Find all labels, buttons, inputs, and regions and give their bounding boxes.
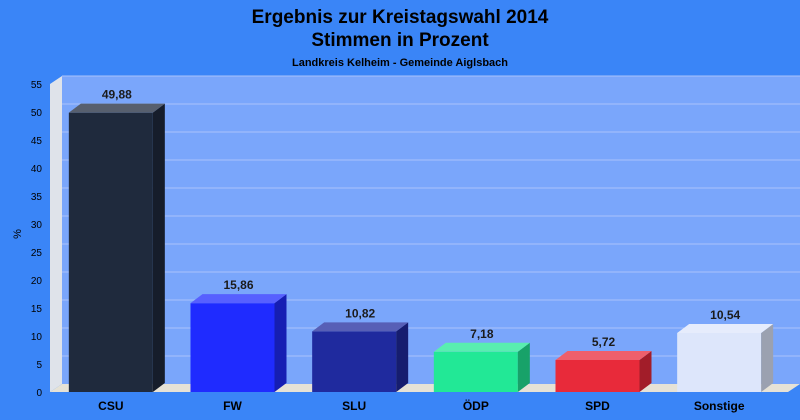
bar-side <box>517 342 530 392</box>
chart-title-line2: Stimmen in Prozent <box>311 30 489 51</box>
y-tick-label: 25 <box>31 248 43 259</box>
y-tick-label: 10 <box>31 332 43 343</box>
x-tick-label: CSU <box>98 399 123 413</box>
bar-ödp <box>433 342 530 392</box>
value-label: 10,54 <box>710 308 740 322</box>
y-tick-label: 0 <box>36 388 42 399</box>
bar-front <box>677 332 762 392</box>
value-label: 15,86 <box>223 278 253 292</box>
bar-spd <box>555 350 652 392</box>
bar-front <box>68 112 153 392</box>
value-label: 7,18 <box>470 327 494 341</box>
bar-front <box>312 331 397 392</box>
y-axis-label: % <box>12 229 24 239</box>
x-tick-label: ÖDP <box>463 398 489 413</box>
y-tick-label: 55 <box>31 80 43 91</box>
chart-title: Ergebnis zur Kreistagswahl 2014 <box>252 7 549 28</box>
bar-side <box>274 294 287 392</box>
x-tick-label: FW <box>223 399 242 413</box>
bar-side <box>639 350 652 392</box>
y-tick-label: 40 <box>31 164 43 175</box>
bar-sonstige <box>677 323 774 392</box>
y-tick-labels: 0 5 10 15 20 25 30 35 40 45 50 55 <box>31 80 43 399</box>
y-tick-label: 50 <box>31 108 43 119</box>
x-tick-label: Sonstige <box>694 399 745 413</box>
plot-back-wall <box>62 76 800 384</box>
bar-fw <box>190 294 287 392</box>
value-label: 49,88 <box>102 88 132 102</box>
chart-subtitle: Landkreis Kelheim - Gemeinde Aiglsbach <box>292 57 508 69</box>
bar-top <box>677 323 774 333</box>
x-tick-label: SPD <box>585 399 610 413</box>
x-tick-label: SLU <box>342 399 366 413</box>
y-tick-label: 35 <box>31 192 43 203</box>
bar-top <box>190 294 287 304</box>
bar-side <box>152 103 165 392</box>
y-tick-label: 45 <box>31 136 43 147</box>
bar-top <box>555 350 652 360</box>
value-labels: 49,88 15,86 10,82 7,18 5,72 10,54 <box>102 88 741 349</box>
plot-left-wall <box>50 76 62 392</box>
gridlines <box>62 75 800 357</box>
bar-csu <box>68 103 165 392</box>
y-tick-label: 20 <box>31 276 43 287</box>
bar-top <box>68 103 165 113</box>
bar-slu <box>312 322 409 392</box>
bar-front <box>190 303 275 392</box>
bars <box>68 103 774 392</box>
bar-front <box>555 359 640 392</box>
bar-side <box>761 323 774 392</box>
y-tick-label: 30 <box>31 220 43 231</box>
value-label: 5,72 <box>592 335 616 349</box>
bar-front <box>433 351 518 392</box>
bar-top <box>433 342 530 352</box>
bar-side <box>396 322 409 392</box>
y-tick-label: 15 <box>31 304 43 315</box>
y-tick-label: 5 <box>36 360 42 371</box>
bar-top <box>312 322 409 332</box>
x-tick-labels: CSU FW SLU ÖDP SPD Sonstige <box>98 398 745 413</box>
value-label: 10,82 <box>345 306 375 320</box>
